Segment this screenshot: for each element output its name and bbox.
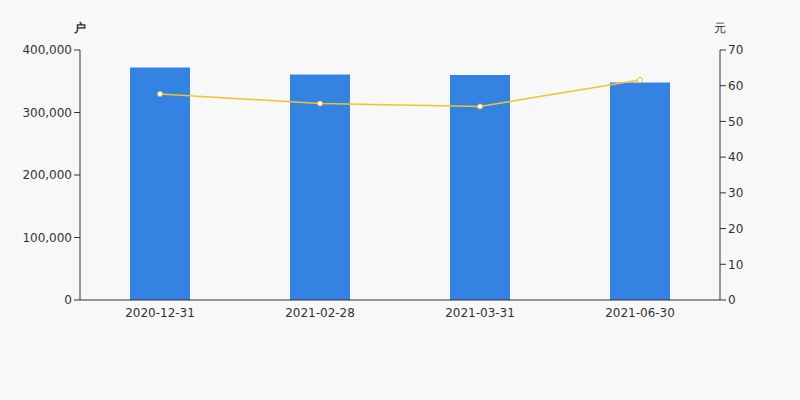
svg-text:0: 0 [64, 293, 72, 307]
html-text:元: 元 [714, 21, 726, 35]
svg-text:2020-12-31: 2020-12-31 [125, 306, 195, 320]
svg-text:10: 10 [728, 258, 743, 272]
svg-text:100,000: 100,000 [22, 231, 72, 245]
svg-text:400,000: 400,000 [22, 43, 72, 57]
html-text:户: 户 [74, 21, 86, 35]
svg-text:30: 30 [728, 186, 743, 200]
svg-text:200,000: 200,000 [22, 168, 72, 182]
svg-text:50: 50 [728, 115, 743, 129]
svg-text:70: 70 [728, 43, 743, 57]
svg-text:2021-03-31: 2021-03-31 [445, 306, 515, 320]
svg-text:300,000: 300,000 [22, 106, 72, 120]
svg-text:20: 20 [728, 222, 743, 236]
svg-text:2021-02-28: 2021-02-28 [285, 306, 355, 320]
svg-text:2021-06-30: 2021-06-30 [605, 306, 675, 320]
svg-text:0: 0 [728, 293, 736, 307]
svg-text:40: 40 [728, 150, 743, 164]
svg-text:60: 60 [728, 79, 743, 93]
